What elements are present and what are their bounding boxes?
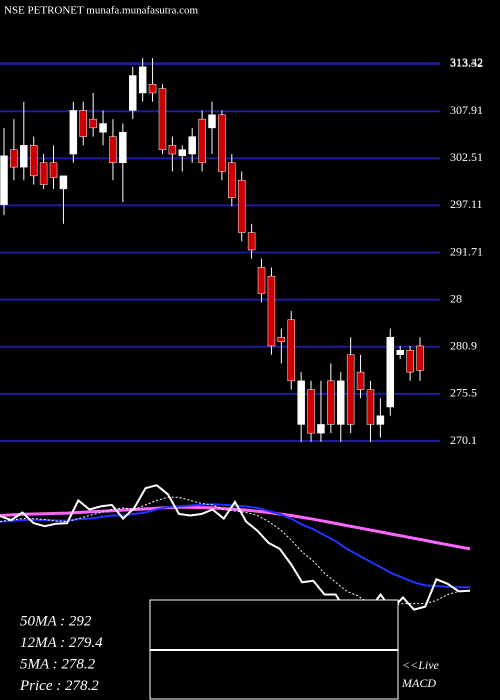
ma-label: 12MA : 279.4: [20, 635, 103, 651]
candle-body: [59, 175, 68, 190]
candle-body: [49, 162, 58, 178]
candle-body: [119, 131, 127, 164]
candle-body: [10, 149, 18, 168]
candle-body: [148, 84, 157, 94]
candle-body: [129, 75, 137, 111]
annotation: MACD: [401, 676, 436, 690]
candle-body: [356, 371, 365, 390]
candle-body: [79, 110, 87, 137]
candle-body: [0, 155, 8, 205]
ma-line: [0, 503, 470, 589]
candle-body: [228, 162, 236, 198]
candle-body: [346, 354, 355, 425]
candle-body: [198, 118, 206, 164]
candle-body: [178, 149, 187, 157]
annotation: <<Live: [402, 658, 440, 672]
candle-body: [307, 389, 315, 434]
candle-body: [218, 114, 226, 172]
y-tick-label: 291.71: [450, 244, 483, 258]
candle-body: [89, 118, 97, 129]
candle-body: [158, 88, 167, 150]
ma-line: [0, 505, 471, 551]
candle-body: [337, 380, 345, 425]
y-tick-label: 28: [450, 291, 462, 305]
candle-body: [287, 319, 295, 382]
candle-body: [188, 136, 196, 155]
candle-body: [366, 389, 375, 425]
candle-body: [267, 275, 276, 347]
y-tick-label: 313.32: [450, 56, 483, 70]
ma-line: [0, 496, 471, 606]
ma-label: 5MA : 278.2: [20, 656, 96, 672]
candle-body: [247, 232, 256, 251]
candle-body: [29, 145, 38, 177]
y-tick-label: 313.42: [450, 55, 483, 69]
candle-body: [376, 415, 385, 425]
candle-body: [168, 145, 177, 155]
chart-title: NSE PETRONET munafa.munafasutra.com: [4, 5, 199, 17]
candle-body: [386, 336, 395, 408]
candle-body: [327, 380, 335, 425]
candle-body: [138, 66, 147, 94]
y-tick-label: 270.1: [450, 433, 477, 447]
candle-body: [297, 380, 305, 425]
candle-body: [99, 123, 107, 133]
candle-body: [277, 336, 286, 342]
ma-label: Price : 278.2: [19, 678, 99, 694]
candle-body: [20, 145, 28, 168]
y-tick-label: 302.51: [450, 150, 483, 164]
candle-body: [69, 110, 78, 155]
ma-label: 50MA : 292: [20, 613, 92, 629]
candle-body: [208, 114, 216, 129]
y-tick-label: 307.91: [450, 103, 483, 117]
candle-body: [396, 350, 404, 355]
y-tick-label: 297.11: [450, 197, 483, 211]
candle-body: [317, 424, 325, 434]
y-tick-label: 275.5: [450, 386, 477, 400]
candle-body: [109, 136, 117, 164]
candle-body: [237, 179, 246, 233]
y-tick-label: 280.9: [450, 339, 477, 353]
candle-body: [39, 162, 48, 185]
candle-body: [406, 350, 414, 373]
candle-body: [257, 267, 266, 294]
ma-line: [0, 484, 471, 614]
candle-body: [416, 345, 424, 371]
